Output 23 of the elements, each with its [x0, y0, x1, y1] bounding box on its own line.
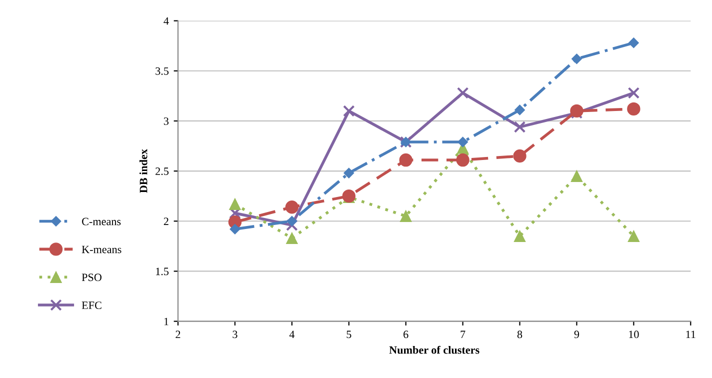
x-tick-label: 5	[346, 330, 352, 338]
x-tick-label: 8	[517, 330, 522, 338]
x-tick-label: 3	[232, 330, 238, 338]
y-tick-label: 3.5	[156, 67, 169, 75]
y-tick-label: 3	[164, 117, 169, 125]
y-axis-title: DB index	[139, 149, 148, 193]
legend-label: EFC	[82, 302, 102, 310]
x-tick-label: 10	[629, 330, 639, 338]
x-tick-label: 4	[289, 330, 295, 338]
y-tick-label: 2	[164, 218, 168, 225]
x-tick-label: 9	[574, 330, 580, 338]
y-tick-label: 1	[164, 318, 168, 326]
x-tick-label: 2	[176, 330, 180, 338]
legend-label: K-means	[82, 246, 122, 254]
x-axis-title: Number of clusters	[389, 346, 480, 354]
x-tick-label: 7	[460, 330, 466, 338]
y-tick-label: 4	[164, 17, 169, 25]
y-tick-label: 1.5	[156, 268, 169, 276]
legend-label: C-means	[82, 218, 121, 226]
y-tick-label: 2.5	[156, 168, 169, 176]
legend-label: PSO	[82, 274, 102, 282]
x-tick-label: 6	[404, 330, 408, 338]
x-tick-label: 11	[686, 330, 696, 338]
